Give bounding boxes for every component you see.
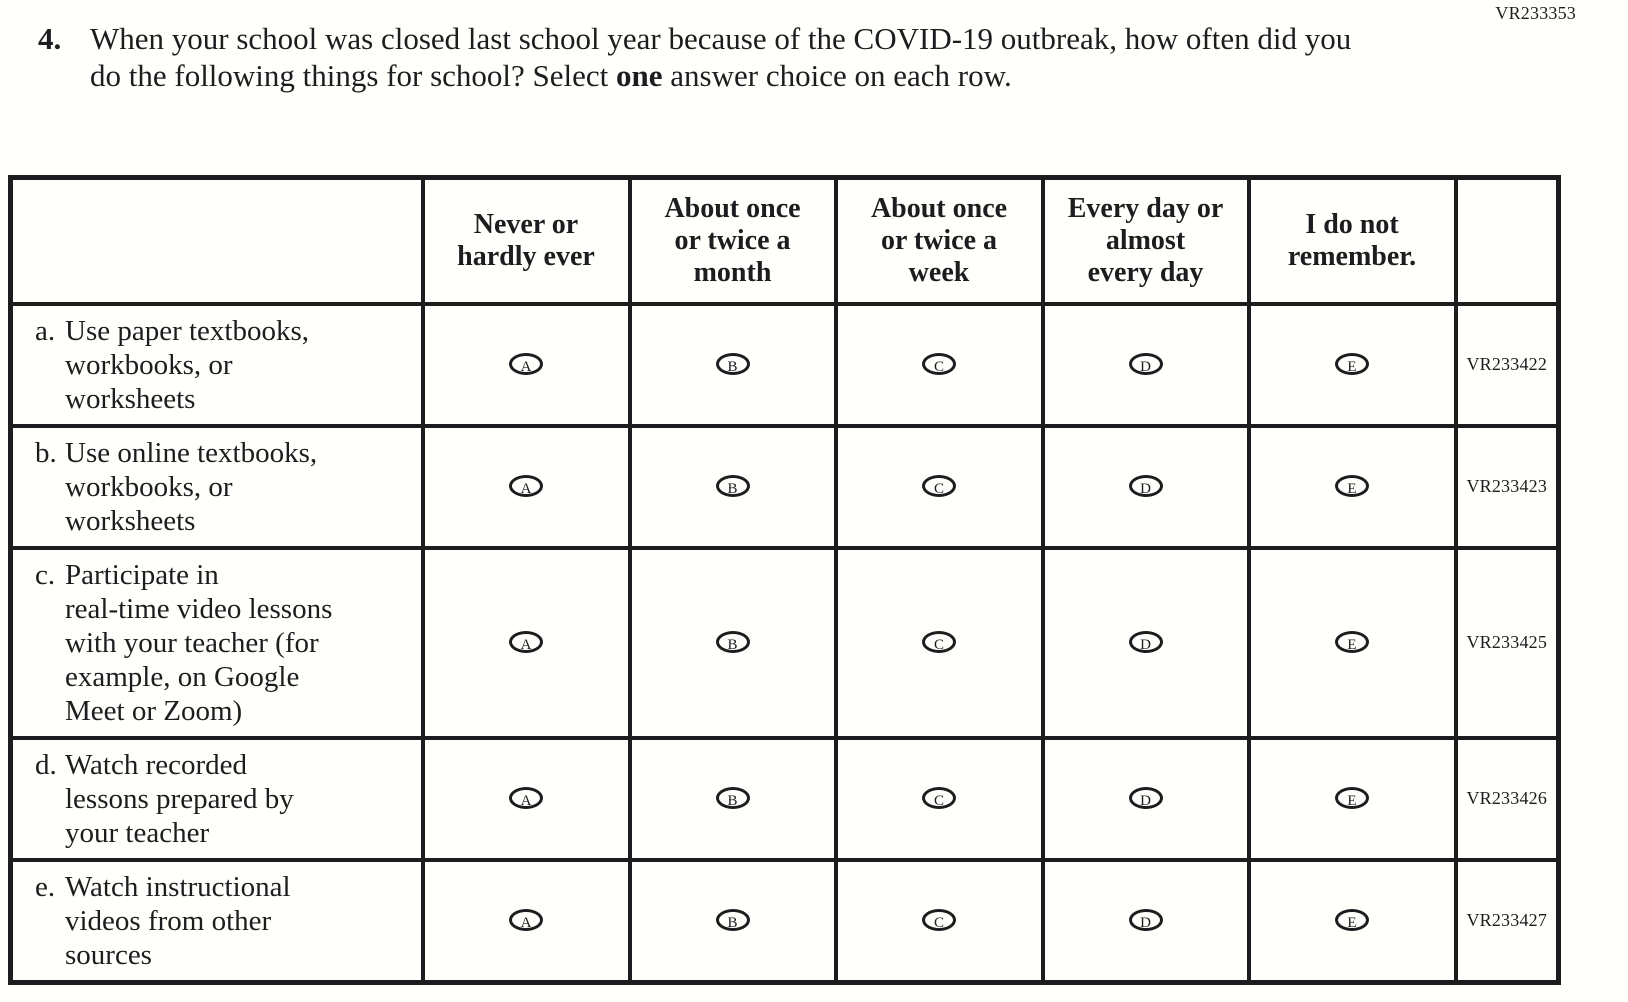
row-code: VR233426 xyxy=(1453,735,1561,862)
answer-bubble-e[interactable]: E xyxy=(1335,475,1369,497)
answer-bubble-a[interactable]: A xyxy=(509,631,543,653)
answer-bubble-d[interactable]: D xyxy=(1128,475,1163,497)
option-cell-a: A xyxy=(420,857,632,984)
answer-bubble-a[interactable]: A xyxy=(509,475,543,497)
option-cell-e: E xyxy=(1246,423,1458,550)
answer-bubble-a[interactable]: A xyxy=(509,353,543,375)
answer-bubble-e[interactable]: E xyxy=(1335,353,1369,375)
answer-bubble-e[interactable]: E xyxy=(1335,631,1369,653)
row-letter: e. xyxy=(35,870,56,903)
answer-bubble-e[interactable]: E xyxy=(1335,909,1369,931)
answer-bubble-b[interactable]: B xyxy=(715,353,750,375)
item-cell: d. Watch recorded lessons prepared by yo… xyxy=(8,735,425,862)
answer-bubble-b[interactable]: B xyxy=(715,475,750,497)
option-cell-c: C xyxy=(833,301,1045,428)
row-label: Watch recorded lessons prepared by your … xyxy=(65,748,294,849)
question-text-part1: When your school was closed last school … xyxy=(90,21,1352,93)
column-header-once-twice-week: About once or twice a week xyxy=(833,175,1045,306)
row-letter: b. xyxy=(35,436,57,469)
question-number: 4. xyxy=(38,21,62,56)
question-bold-word: one xyxy=(616,58,663,93)
table-row: b. Use online textbooks, workbooks, or w… xyxy=(8,423,1561,550)
header-row: Never or hardly ever About once or twice… xyxy=(8,175,1561,306)
item-cell: b. Use online textbooks, workbooks, or w… xyxy=(8,423,425,550)
row-label: Use paper textbooks, workbooks, or works… xyxy=(65,314,310,415)
answer-bubble-a[interactable]: A xyxy=(509,787,543,809)
answer-bubble-d[interactable]: D xyxy=(1128,787,1163,809)
option-cell-a: A xyxy=(420,545,632,740)
header-code-column-blank xyxy=(1453,175,1561,306)
question-text-part2: answer choice on each row. xyxy=(662,58,1012,93)
row-label: Participate in real-time video lessons w… xyxy=(65,558,333,727)
option-cell-d: D xyxy=(1040,545,1251,740)
answer-bubble-c[interactable]: C xyxy=(922,787,956,809)
option-cell-d: D xyxy=(1040,301,1251,428)
row-letter: d. xyxy=(35,748,57,781)
answer-bubble-a[interactable]: A xyxy=(509,909,543,931)
option-cell-b: B xyxy=(627,301,838,428)
row-letter: a. xyxy=(35,314,56,347)
row-label: Use online textbooks, workbooks, or work… xyxy=(65,436,318,537)
answer-bubble-b[interactable]: B xyxy=(715,631,750,653)
column-header-every-day: Every day or almost every day xyxy=(1040,175,1251,306)
table-row: d. Watch recorded lessons prepared by yo… xyxy=(8,735,1561,862)
answer-bubble-d[interactable]: D xyxy=(1128,631,1163,653)
response-matrix-table: Never or hardly ever About once or twice… xyxy=(8,175,1561,985)
option-cell-b: B xyxy=(627,423,838,550)
option-cell-e: E xyxy=(1246,857,1458,984)
table-row: e. Watch instructional videos from other… xyxy=(8,857,1561,984)
row-letter: c. xyxy=(35,558,56,591)
item-cell: c. Participate in real-time video lesson… xyxy=(8,545,425,740)
answer-bubble-e[interactable]: E xyxy=(1335,787,1369,809)
answer-bubble-d[interactable]: D xyxy=(1128,909,1163,931)
form-item-code: VR233353 xyxy=(1495,3,1576,23)
header-item-column-blank xyxy=(8,175,425,306)
option-cell-e: E xyxy=(1246,735,1458,862)
option-cell-c: C xyxy=(833,423,1045,550)
option-cell-d: D xyxy=(1040,423,1251,550)
matrix-body: a. Use paper textbooks, workbooks, or wo… xyxy=(8,301,1561,984)
option-cell-e: E xyxy=(1246,545,1458,740)
answer-bubble-c[interactable]: C xyxy=(922,353,956,375)
answer-bubble-b[interactable]: B xyxy=(715,787,750,809)
option-cell-e: E xyxy=(1246,301,1458,428)
column-header-do-not-remember: I do not remember. xyxy=(1246,175,1458,306)
answer-bubble-b[interactable]: B xyxy=(715,909,750,931)
option-cell-b: B xyxy=(627,545,838,740)
option-cell-b: B xyxy=(627,857,838,984)
option-cell-a: A xyxy=(420,735,632,862)
item-cell: a. Use paper textbooks, workbooks, or wo… xyxy=(8,301,425,428)
table-row: c. Participate in real-time video lesson… xyxy=(8,545,1561,740)
answer-bubble-c[interactable]: C xyxy=(922,631,956,653)
answer-bubble-d[interactable]: D xyxy=(1128,353,1163,375)
answer-bubble-c[interactable]: C xyxy=(922,475,956,497)
option-cell-c: C xyxy=(833,545,1045,740)
option-cell-d: D xyxy=(1040,857,1251,984)
question-block: 4. When your school was closed last scho… xyxy=(38,20,1378,94)
option-cell-c: C xyxy=(833,857,1045,984)
option-cell-a: A xyxy=(420,423,632,550)
row-code: VR233423 xyxy=(1453,423,1561,550)
option-cell-b: B xyxy=(627,735,838,862)
column-header-never-or-hardly-ever: Never or hardly ever xyxy=(420,175,632,306)
row-code: VR233427 xyxy=(1453,857,1561,984)
row-code: VR233422 xyxy=(1453,301,1561,428)
question-text: When your school was closed last school … xyxy=(90,20,1378,94)
row-code: VR233425 xyxy=(1453,545,1561,740)
row-label: Watch instructional videos from other so… xyxy=(65,870,291,971)
item-cell: e. Watch instructional videos from other… xyxy=(8,857,425,984)
option-cell-c: C xyxy=(833,735,1045,862)
table-row: a. Use paper textbooks, workbooks, or wo… xyxy=(8,301,1561,428)
answer-bubble-c[interactable]: C xyxy=(922,909,956,931)
option-cell-d: D xyxy=(1040,735,1251,862)
column-header-once-twice-month: About once or twice a month xyxy=(627,175,838,306)
option-cell-a: A xyxy=(420,301,632,428)
